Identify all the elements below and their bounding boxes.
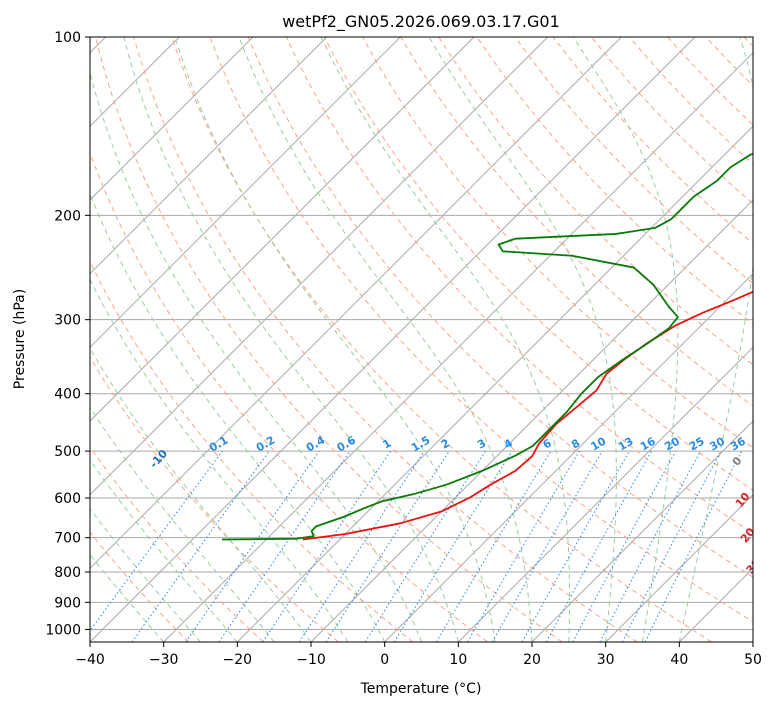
dewpoint-profile <box>221 152 753 541</box>
mixing-ratio-line <box>644 450 743 642</box>
mixing-ratio-line <box>262 450 392 642</box>
profile-lines <box>221 152 753 541</box>
y-tick-label: 600 <box>54 491 81 507</box>
mixing-ratio-line <box>393 450 513 642</box>
x-tick-label: 40 <box>670 652 688 668</box>
y-tick-label: 400 <box>54 387 81 403</box>
isotherm-line <box>163 51 753 642</box>
dry-adiabat-line <box>90 531 190 642</box>
x-axis-title: Temperature (°C) <box>360 681 482 697</box>
x-tick-label: 10 <box>449 652 467 668</box>
mixing-ratio-line <box>521 450 630 642</box>
moist-adiabat-line <box>123 37 459 642</box>
dry-adiabat-line <box>90 260 414 642</box>
y-tick-label: 300 <box>54 313 81 329</box>
moist-adiabat-line <box>90 459 238 642</box>
axes: −40 −30 −20 −10 0 10 20 30 40 50 100 200 300 400 500 60… <box>45 30 762 668</box>
moist-adiabat-line <box>320 37 571 642</box>
moist-adiabat-line <box>572 37 679 642</box>
isotherm-line <box>531 420 753 642</box>
isotherm-line <box>90 37 622 570</box>
x-tick-label: −20 <box>223 652 253 668</box>
isotherm-line <box>384 272 753 642</box>
isotherm-line <box>457 346 753 642</box>
isotherm-line <box>90 37 328 275</box>
dry-adiabat-line <box>90 356 339 642</box>
isotherm-line <box>90 37 475 422</box>
dry-adiabat-line <box>247 37 753 578</box>
isotherm-line <box>236 125 753 642</box>
chart-title: wetPf2_GN05.2026.069.03.17.G01 <box>282 12 560 32</box>
mixing-ratio-line <box>325 450 450 642</box>
moist-adiabat-line <box>90 70 422 642</box>
dry-adiabat-line <box>514 37 753 285</box>
dry-adiabat-line <box>171 37 713 642</box>
x-tick-label: 20 <box>523 652 541 668</box>
x-tick-label: 0 <box>380 652 389 668</box>
y-axis-title: Pressure (hPa) <box>12 289 28 389</box>
mixing-ratio-line <box>298 450 425 642</box>
isotherm-line <box>605 493 753 642</box>
moist-adiabat-line <box>90 507 201 642</box>
moist-adiabat-line <box>428 37 617 642</box>
background-lines <box>90 37 753 642</box>
dry-adiabat-line <box>90 445 264 642</box>
dry-adiabat-line <box>133 37 638 642</box>
dry-adiabat-line <box>95 37 563 642</box>
moist-adiabat-label: 30 <box>744 556 764 576</box>
isotherm-line <box>90 37 549 496</box>
temperature-profile <box>302 290 753 541</box>
plot-frame <box>89 36 754 643</box>
mixing-ratio-line <box>185 450 320 642</box>
x-tick-label: −40 <box>75 652 105 668</box>
moist-adiabat-line <box>238 37 533 642</box>
x-tick-label: 50 <box>744 652 762 668</box>
y-tick-label: 800 <box>54 565 81 581</box>
dry-adiabat-line <box>90 151 488 642</box>
y-tick-label: 500 <box>54 444 81 460</box>
isotherm-line <box>90 37 254 201</box>
x-tick-label: −10 <box>296 652 326 668</box>
mixing-ratio-line <box>90 450 223 632</box>
y-tick-label: 700 <box>54 531 81 547</box>
isotherm-line <box>90 37 401 349</box>
mixing-ratio-line <box>218 450 351 642</box>
dry-adiabat-line <box>400 37 753 407</box>
dry-adiabat-line <box>362 37 753 449</box>
moist-adiabat-line <box>174 37 496 642</box>
y-tick-label: 900 <box>54 595 81 611</box>
y-tick-label: 1000 <box>45 622 81 638</box>
moist-adiabat-line <box>90 406 275 642</box>
dry-adiabat-line <box>209 37 753 623</box>
mixing-ratio-line <box>545 450 653 642</box>
y-tick-label: 200 <box>54 208 81 224</box>
y-tick-label: 100 <box>54 30 81 46</box>
mixing-ratio-line <box>131 450 270 642</box>
moist-adiabat-line <box>90 553 165 642</box>
x-tick-label: −30 <box>149 652 179 668</box>
x-tick-label: 30 <box>597 652 615 668</box>
mixing-ratio-line <box>572 450 677 642</box>
moist-adiabat-line <box>90 278 349 642</box>
moist-adiabat-line <box>90 192 386 642</box>
moist-adiabat-line <box>90 347 312 642</box>
